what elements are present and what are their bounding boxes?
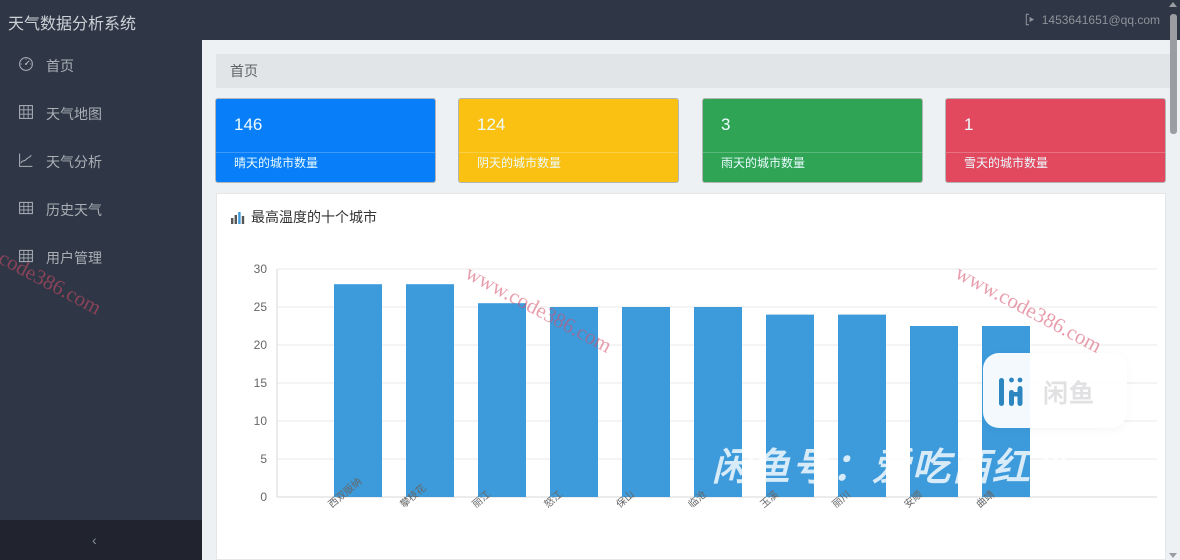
svg-text:20: 20 [254,338,268,352]
svg-text:5: 5 [260,452,267,466]
svg-text:0: 0 [260,490,267,504]
svg-text:15: 15 [254,376,268,390]
svg-text:25: 25 [254,300,268,314]
svg-text:10: 10 [254,414,268,428]
svg-text:30: 30 [254,262,268,276]
